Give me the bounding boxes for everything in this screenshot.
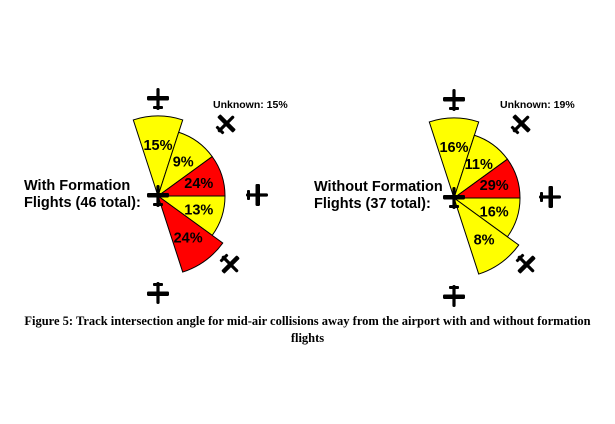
airplane-icon [147,282,169,304]
slice-label: 9% [173,155,194,171]
slice-label: 29% [480,178,509,194]
unknown-label: Unknown: 19% [500,99,575,111]
slice-label: 24% [184,176,213,192]
pie-slice [428,117,480,200]
airplane-icon [210,108,242,140]
figure-caption: Figure 5: Track intersection angle for m… [0,313,615,347]
airplane-icon [443,285,465,307]
slice-label: 11% [465,157,493,173]
pie-slice [157,194,224,273]
slice-label: 16% [439,140,468,156]
slice-label: 24% [174,231,203,247]
slice-labels: 15%9% 24% 13% 24% [143,138,213,247]
chart-title-line2: Flights (37 total): [314,196,431,212]
caption-line1: Figure 5: Track intersection angle for m… [24,314,591,328]
airplane-icon [214,248,246,280]
airplane-icon [246,184,268,206]
slice-label: 16% [480,204,509,220]
pie-chart-with-formation: 15%9% 24% 13% 24% With Formation Flights (4… [24,88,288,304]
chart-title-line1: With Formation [24,178,130,194]
airplane-icon [539,186,561,208]
pie-slices [428,117,521,275]
unknown-label: Unknown: 15% [213,99,288,111]
slice-label: 8% [474,233,495,249]
chart-title-line1: Without Formation [314,179,443,195]
caption-line2: flights [290,331,325,345]
chart-title-line2: Flights (46 total): [24,195,141,211]
airplane-icon [443,89,465,111]
pie-slice [132,115,184,198]
airplane-icon [147,88,169,110]
airplane-icon [505,108,537,140]
pie-slice [453,196,520,275]
slice-labels: 16%11%29%16%8% [439,140,508,249]
airplane-icon [510,248,542,280]
slice-label: 13% [184,203,213,219]
pie-chart-without-formation: 16%11%29%16%8% Without Formation Flights… [314,89,575,307]
slice-label: 15% [143,138,172,154]
pie-slices [132,115,226,273]
